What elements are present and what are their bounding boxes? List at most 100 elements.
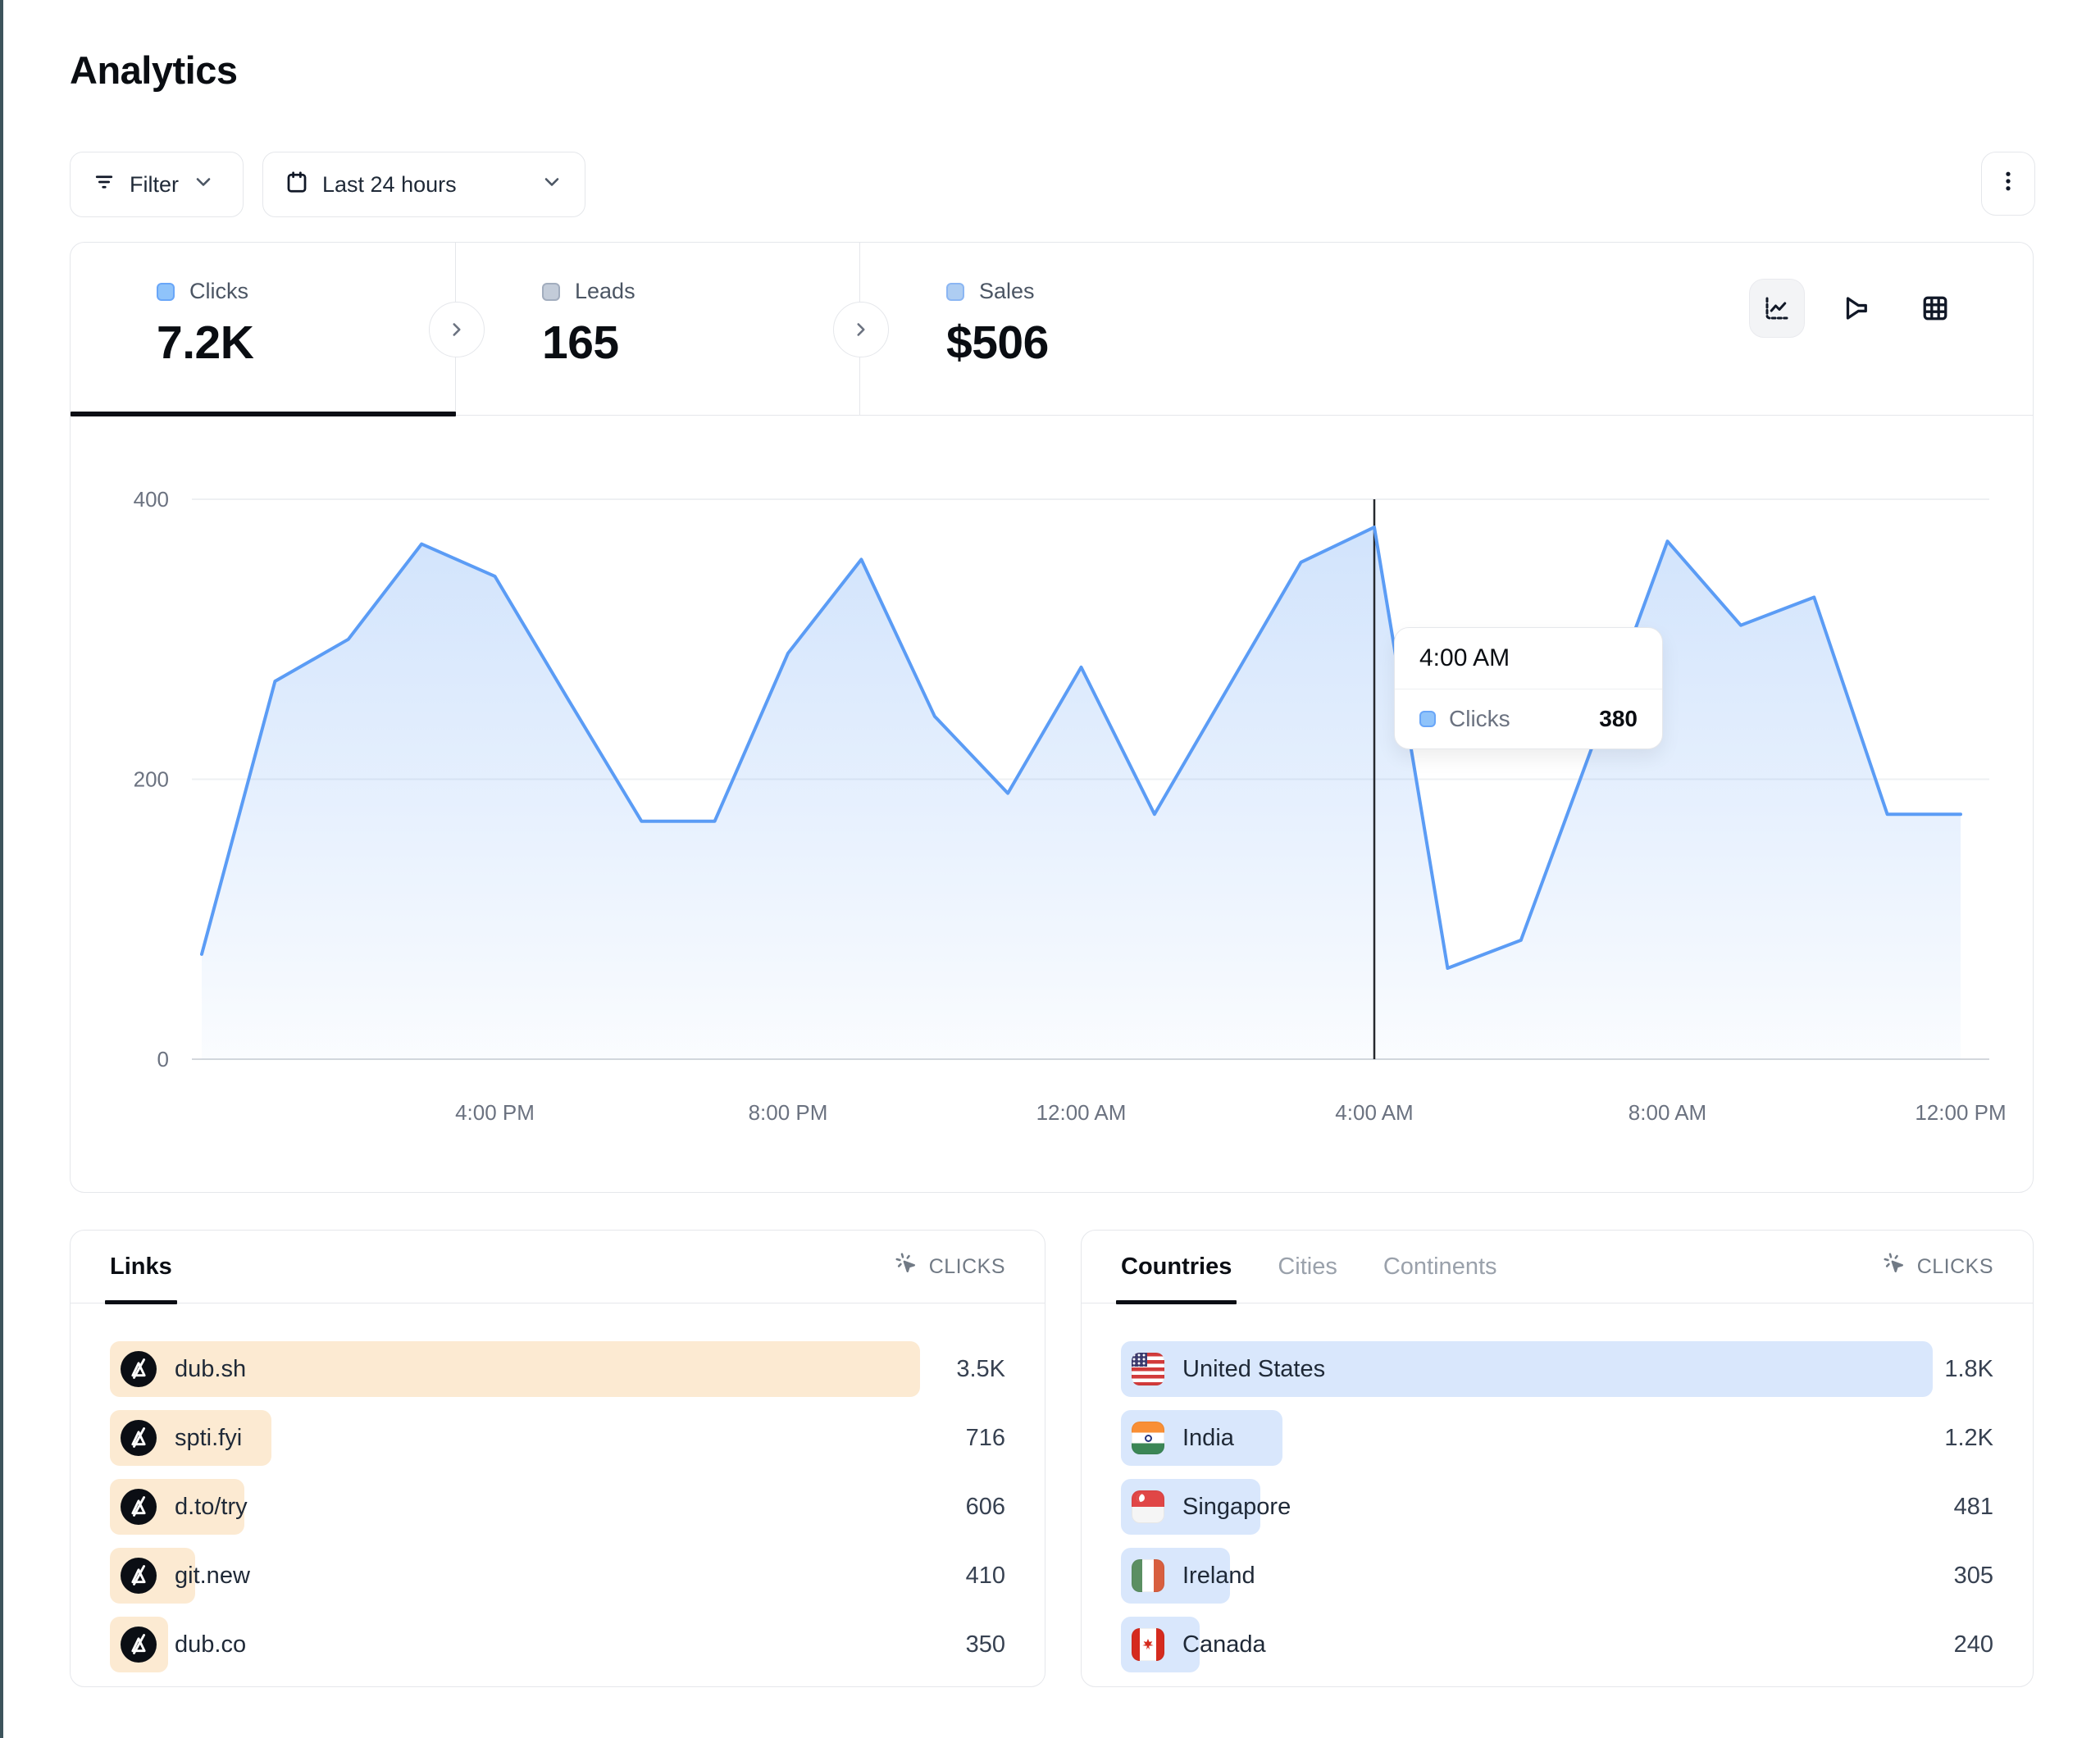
- dub-logo-icon: [121, 1489, 157, 1525]
- flag-icon-ie: [1132, 1559, 1164, 1592]
- link-row[interactable]: git.new 410: [110, 1548, 1005, 1604]
- clicks-count: 410: [965, 1562, 1005, 1589]
- tab-cities[interactable]: Cities: [1278, 1253, 1337, 1280]
- x-axis-tick: 8:00 PM: [749, 1100, 828, 1125]
- clicks-bullet-icon: [1419, 711, 1436, 727]
- left-accent-strip: [0, 0, 3, 1738]
- expand-leads-button[interactable]: [833, 302, 889, 357]
- dub-logo-icon: [121, 1627, 157, 1663]
- stat-value: 165: [542, 316, 619, 369]
- chart-tooltip: 4:00 AM Clicks 380: [1394, 627, 1663, 749]
- stat-label: Clicks: [189, 279, 248, 303]
- tab-sales[interactable]: Sales $506: [860, 243, 1264, 415]
- stat-label: Sales: [979, 279, 1035, 303]
- clicks-count: 716: [965, 1424, 1005, 1451]
- tooltip-series-label: Clicks: [1449, 706, 1510, 731]
- table-view-button[interactable]: [1908, 280, 1962, 337]
- cursor-click-icon: [1883, 1252, 1907, 1282]
- link-label: dub.co: [175, 1631, 247, 1658]
- filter-button[interactable]: Filter: [70, 152, 244, 217]
- tab-countries[interactable]: Countries: [1115, 1231, 1237, 1304]
- chevron-down-icon: [540, 171, 563, 199]
- calendar-icon: [285, 170, 309, 200]
- analytics-chart-card: Clicks 7.2K Leads 165 Sales $506: [70, 242, 2034, 1193]
- page-title: Analytics: [70, 48, 238, 92]
- metric-label: CLICKS: [928, 1254, 1005, 1278]
- flag-icon-in: [1132, 1422, 1164, 1454]
- dub-logo-icon: [121, 1558, 157, 1594]
- links-panel: Links CLICKS dub.sh 3.5K spti.fyi 716 d.to/t…: [70, 1230, 1045, 1687]
- link-row[interactable]: dub.co 350: [110, 1617, 1005, 1672]
- flag-icon-sg: [1132, 1490, 1164, 1523]
- y-axis-tick: 0: [157, 1047, 169, 1071]
- metric-label: CLICKS: [1916, 1254, 1993, 1278]
- y-axis-tick: 400: [134, 487, 169, 512]
- tab-leads[interactable]: Leads 165: [456, 243, 860, 415]
- chevron-down-icon: [192, 171, 215, 199]
- clicks-line-series: [200, 525, 1962, 970]
- x-axis-tick: 12:00 AM: [1036, 1100, 1127, 1125]
- links-metric-header[interactable]: CLICKS: [895, 1252, 1005, 1282]
- tooltip-value: 380: [1599, 706, 1638, 731]
- geo-panel: Countries Cities Continents CLICKS Unite…: [1081, 1230, 2034, 1687]
- dub-logo-icon: [121, 1351, 157, 1387]
- clicks-count: 350: [965, 1631, 1005, 1658]
- value-bar: [1121, 1341, 1933, 1397]
- stat-value: 7.2K: [157, 316, 254, 369]
- geo-metric-header[interactable]: CLICKS: [1883, 1252, 1993, 1282]
- country-row[interactable]: Singapore 481: [1121, 1479, 1993, 1535]
- clicks-count: 606: [965, 1493, 1005, 1520]
- clicks-area-fill: [202, 527, 1961, 1059]
- cursor-click-icon: [895, 1252, 919, 1282]
- flag-icon-ca: [1132, 1628, 1164, 1661]
- filter-icon: [92, 170, 116, 200]
- link-row[interactable]: spti.fyi 716: [110, 1410, 1005, 1466]
- line-chart-view-button[interactable]: [1749, 279, 1805, 338]
- expand-clicks-button[interactable]: [429, 302, 485, 357]
- tab-continents[interactable]: Continents: [1383, 1253, 1497, 1280]
- clicks-bullet-icon: [157, 282, 175, 301]
- kebab-menu-icon: [1996, 167, 2020, 201]
- x-axis-tick: 4:00 AM: [1335, 1100, 1413, 1125]
- countries-list: United States 1.8K India 1.2K Singapore 481 Ir…: [1121, 1341, 1993, 1672]
- date-range-label: Last 24 hours: [322, 171, 457, 197]
- date-range-button[interactable]: Last 24 hours: [262, 152, 585, 217]
- link-label: spti.fyi: [175, 1424, 243, 1451]
- link-label: git.new: [175, 1562, 250, 1589]
- country-label: Singapore: [1182, 1493, 1291, 1520]
- link-row[interactable]: d.to/try 606: [110, 1479, 1005, 1535]
- funnel-view-button[interactable]: [1829, 280, 1884, 337]
- stats-tab-bar: Clicks 7.2K Leads 165 Sales $506: [71, 243, 2033, 416]
- country-row[interactable]: Canada 240: [1121, 1617, 1993, 1672]
- tab-clicks[interactable]: Clicks 7.2K: [71, 243, 456, 415]
- sales-bullet-icon: [946, 282, 964, 301]
- clicks-count: 305: [1953, 1562, 1993, 1589]
- chart-canvas: 0 200 400 4:00 PM 8:00 PM 12:00 AM 4:00 AM 8:00…: [134, 487, 2007, 1125]
- country-label: India: [1182, 1424, 1234, 1451]
- filter-button-label: Filter: [130, 171, 179, 197]
- value-bar: [110, 1341, 921, 1397]
- dub-logo-icon: [121, 1420, 157, 1456]
- x-axis-tick: 8:00 AM: [1629, 1100, 1706, 1125]
- tooltip-time: 4:00 AM: [1395, 628, 1662, 689]
- clicks-count: 3.5K: [956, 1355, 1005, 1382]
- clicks-count: 240: [1953, 1631, 1993, 1658]
- clicks-time-series-chart[interactable]: 0 200 400 4:00 PM 8:00 PM 12:00 AM 4:00 AM 8:00…: [71, 415, 2032, 1192]
- country-row[interactable]: India 1.2K: [1121, 1410, 1993, 1466]
- tab-links[interactable]: Links: [105, 1231, 177, 1304]
- y-axis-tick: 200: [134, 767, 169, 792]
- more-options-button[interactable]: [1981, 152, 2035, 216]
- link-label: dub.sh: [175, 1355, 247, 1382]
- clicks-count: 1.8K: [1944, 1355, 1993, 1382]
- country-label: United States: [1182, 1355, 1326, 1382]
- link-row[interactable]: dub.sh 3.5K: [110, 1341, 1005, 1397]
- country-label: Canada: [1182, 1631, 1266, 1658]
- stat-value: $506: [946, 316, 1049, 369]
- country-label: Ireland: [1182, 1562, 1255, 1589]
- country-row[interactable]: United States 1.8K: [1121, 1341, 1993, 1397]
- flag-icon-us: [1132, 1353, 1164, 1385]
- chart-view-toggles: [1749, 279, 1962, 338]
- x-axis-tick: 12:00 PM: [1915, 1100, 2006, 1125]
- country-row[interactable]: Ireland 305: [1121, 1548, 1993, 1604]
